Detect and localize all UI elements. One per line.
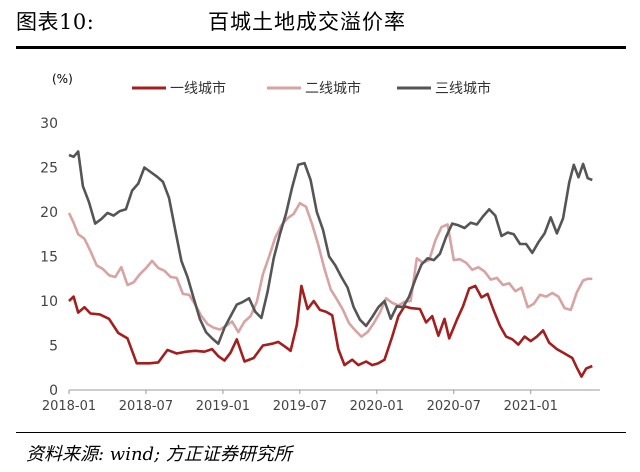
series-line-3 [68,150,593,345]
line-chart: (%) 0 5 10 15 20 25 30 2018-01 2018-07 2019-01 2019… [40,72,600,414]
series-line-2 [67,201,593,338]
source-note: 资料来源: wind; 方正证券研究所 [26,444,292,465]
figure-header: 图表10: 百城土地成交溢价率 [0,0,640,44]
footer-rule [16,432,626,433]
y-tick-label: 20 [40,205,58,221]
plot-area: (%) 0 5 10 15 20 25 30 2018-01 2018-07 2019-01 2019… [40,72,600,414]
legend-label-2: 二线城市 [305,80,361,97]
x-tick-label: 2019-01 [196,399,250,414]
y-axis-unit-label: (%) [52,72,73,86]
x-tick-label: 2020-07 [427,399,481,414]
y-tick-label: 0 [49,383,58,399]
y-tick-label: 5 [49,339,58,355]
y-tick-label: 25 [40,161,58,177]
x-tick-label: 2021-01 [504,399,558,414]
x-tick-label: 2018-07 [119,399,173,414]
legend-label-3: 三线城市 [435,80,491,97]
x-tick-label: 2019-07 [273,399,327,414]
y-tick-label: 30 [40,116,58,132]
header-rule [16,46,626,49]
y-tick-label: 15 [40,250,58,266]
legend-label-1: 一线城市 [170,80,226,97]
series-line-1 [68,284,593,378]
y-tick-label: 10 [40,294,58,310]
x-tick-label: 2020-01 [350,399,404,414]
figure-number: 图表10: [16,10,95,34]
x-tick-label: 2018-01 [42,399,96,414]
figure-title: 百城土地成交溢价率 [208,10,406,34]
